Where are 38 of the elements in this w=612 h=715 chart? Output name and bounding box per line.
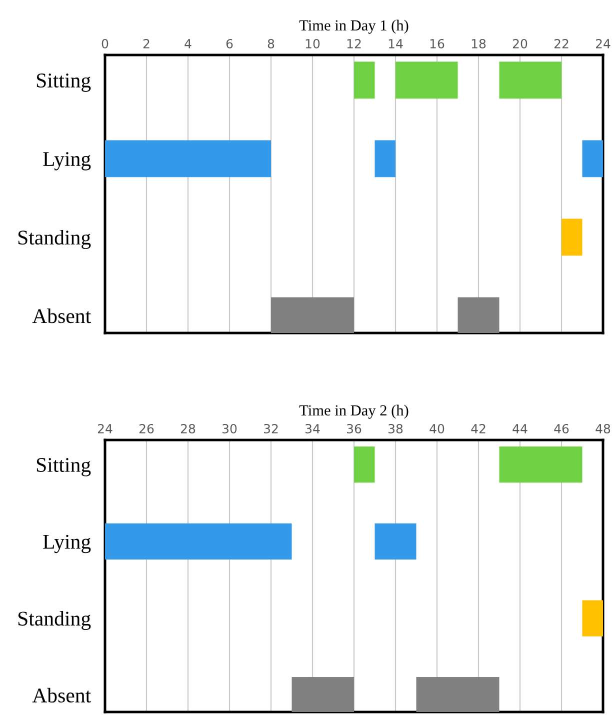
x-tick-label: 8 <box>268 38 274 48</box>
x-tick-label: 44 <box>512 424 528 434</box>
x-tick-label: 18 <box>472 38 486 48</box>
x-tick-label: 0 <box>102 38 108 48</box>
x-tick-label: 42 <box>471 424 486 434</box>
y-tick-label: Lying <box>43 152 91 170</box>
x-tick-label: 28 <box>180 424 196 434</box>
y-tick-label: Standing <box>18 611 91 630</box>
bar <box>582 600 603 636</box>
x-tick-label: 12 <box>347 38 361 48</box>
x-tick-label: 36 <box>347 424 362 434</box>
x-tick-label: 46 <box>554 424 569 434</box>
bar <box>562 218 582 256</box>
x-tick-label: 38 <box>388 424 403 434</box>
y-tick-label: Absent <box>32 308 91 324</box>
x-tick-label: 20 <box>512 38 528 48</box>
x-tick-label: 48 <box>596 424 610 434</box>
x-tick-label: 24 <box>596 38 610 48</box>
x-tick-label: 34 <box>306 424 320 434</box>
x-tick-label: 2 <box>143 38 150 48</box>
x-tick-label: 30 <box>222 424 237 434</box>
x-tick-label: 10 <box>306 38 320 48</box>
x-axis-title: Time in Day 2 (h) <box>299 404 408 419</box>
y-tick-label: Sitting <box>36 74 91 92</box>
x-tick-label: 14 <box>388 39 403 48</box>
y-tick-label: Absent <box>32 688 91 703</box>
x-tick-label: 26 <box>139 424 154 434</box>
x-tick-label: 22 <box>554 38 568 48</box>
y-tick-label: Lying <box>43 534 91 554</box>
x-tick-label: 16 <box>430 38 444 48</box>
x-tick-label: 4 <box>184 39 192 48</box>
x-tick-label: 32 <box>264 424 278 434</box>
y-tick-label: Standing <box>18 230 91 249</box>
x-tick-label: 40 <box>430 424 444 434</box>
y-tick-label: Sitting <box>36 458 91 476</box>
x-axis-title: Time in Day 1 (h) <box>299 20 408 34</box>
x-tick-label: 6 <box>226 38 233 48</box>
x-tick-label: 24 <box>98 424 112 434</box>
